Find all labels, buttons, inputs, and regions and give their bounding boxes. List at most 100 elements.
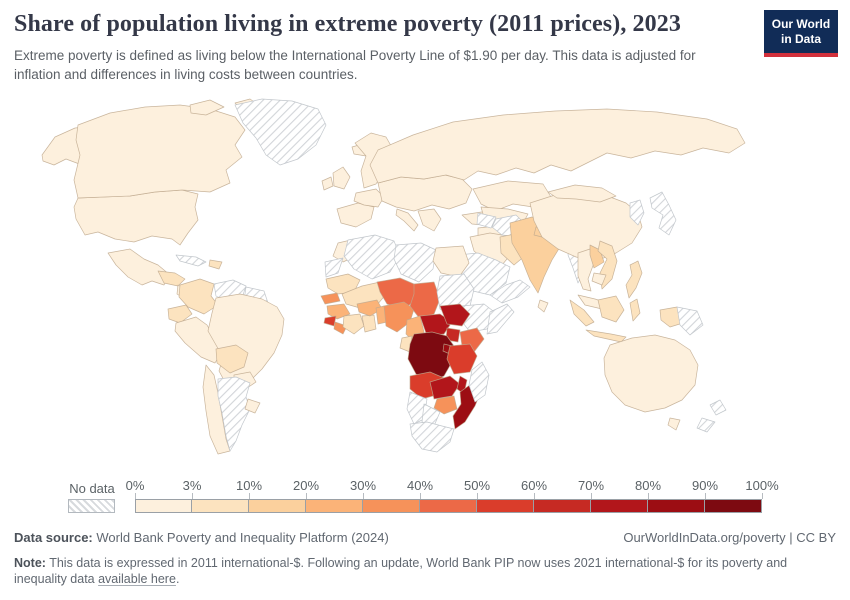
country-indonesia[interactable] xyxy=(569,299,595,327)
country-tanzania[interactable] xyxy=(446,343,478,375)
legend-tick xyxy=(363,493,364,499)
country-australia[interactable] xyxy=(667,417,681,431)
legend-bin-80-90%[interactable] xyxy=(648,499,705,513)
legend-bin-60-70%[interactable] xyxy=(534,499,591,513)
legend-tick-label: 50% xyxy=(463,478,491,493)
country-europe[interactable] xyxy=(417,208,442,232)
country-turkmenistan[interactable] xyxy=(476,212,497,229)
rights-notice[interactable]: OurWorldInData.org/poverty | CC BY xyxy=(623,530,836,545)
country-ecuador[interactable] xyxy=(167,304,193,324)
legend-tick-label: 40% xyxy=(406,478,434,493)
country-korea[interactable] xyxy=(629,199,645,226)
country-western-sahara[interactable] xyxy=(324,257,344,278)
legend-tick xyxy=(762,493,763,499)
country-somalia[interactable] xyxy=(486,303,515,335)
country-mexico[interactable] xyxy=(107,248,171,286)
country-indonesia[interactable] xyxy=(659,306,684,328)
country-indonesia[interactable] xyxy=(585,329,627,343)
legend-tick xyxy=(477,493,478,499)
country-guinea[interactable] xyxy=(326,303,351,320)
country-russia[interactable] xyxy=(369,108,746,184)
owid-logo-line1: Our World xyxy=(771,17,831,31)
country-chad[interactable] xyxy=(409,281,441,320)
country-hispaniola[interactable] xyxy=(208,259,223,270)
country-yemen-oman[interactable] xyxy=(489,279,531,304)
country-burkina-faso[interactable] xyxy=(356,299,383,317)
country-europe[interactable] xyxy=(336,202,375,228)
note-label: Note: xyxy=(14,555,46,570)
legend-bin-0-3%[interactable] xyxy=(135,499,192,513)
country-new-zealand[interactable] xyxy=(696,417,716,433)
country-europe[interactable] xyxy=(332,166,351,190)
chart-title: Share of population living in extreme po… xyxy=(14,11,681,37)
country-canada[interactable] xyxy=(73,104,246,199)
chart-header: Share of population living in extreme po… xyxy=(14,10,754,85)
country-ghana[interactable] xyxy=(361,314,377,333)
legend-tick-label: 0% xyxy=(125,478,145,493)
legend-bin-90-100%[interactable] xyxy=(705,499,762,513)
country-algeria[interactable] xyxy=(343,234,401,280)
country-sierra-leone[interactable] xyxy=(323,315,337,327)
country-indonesia[interactable] xyxy=(629,298,641,322)
country-senegal[interactable] xyxy=(320,292,341,305)
country-cote-divoire[interactable] xyxy=(342,313,365,335)
data-source-label: Data source: xyxy=(14,530,93,545)
world-map xyxy=(30,95,820,472)
country-zambia[interactable] xyxy=(429,375,461,400)
legend-no-data-swatch[interactable] xyxy=(68,499,115,513)
chart-subtitle: Extreme poverty is defined as living bel… xyxy=(14,47,696,83)
legend-tick xyxy=(135,493,136,499)
legend-tick-label: 10% xyxy=(235,478,263,493)
country-libya[interactable] xyxy=(393,242,437,283)
country-greenland[interactable] xyxy=(234,98,327,166)
country-europe[interactable] xyxy=(321,176,334,191)
country-europe[interactable] xyxy=(353,188,385,208)
country-europe[interactable] xyxy=(395,208,419,232)
legend-tick-label: 100% xyxy=(745,478,779,493)
note-link[interactable]: available here xyxy=(98,572,176,587)
legend-tick-label: 20% xyxy=(292,478,320,493)
country-philippines[interactable] xyxy=(625,260,643,299)
chart-footer: Data source: World Bank Poverty and Ineq… xyxy=(14,529,836,588)
country-south-sudan[interactable] xyxy=(439,303,471,327)
country-cambodia[interactable] xyxy=(591,272,607,286)
legend-tick xyxy=(249,493,250,499)
country-guatemala-honduras[interactable] xyxy=(157,270,186,287)
country-sri-lanka[interactable] xyxy=(537,299,549,313)
legend-bin-10-20%[interactable] xyxy=(249,499,306,513)
country-south-africa[interactable] xyxy=(409,421,455,453)
country-namibia[interactable] xyxy=(406,391,428,425)
legend-tick xyxy=(192,493,193,499)
country-uruguay[interactable] xyxy=(244,398,261,414)
legend-no-data-label: No data xyxy=(69,481,115,496)
legend-tick-label: 90% xyxy=(691,478,719,493)
country-mongolia[interactable] xyxy=(547,184,617,203)
country-cuba[interactable] xyxy=(175,254,207,267)
country-bolivia[interactable] xyxy=(215,344,249,374)
data-source-text: World Bank Poverty and Inequality Platfo… xyxy=(92,530,389,545)
country-new-zealand[interactable] xyxy=(709,399,727,416)
country-democratic-republic-of-congo[interactable] xyxy=(407,331,455,383)
legend-bin-3-10%[interactable] xyxy=(192,499,249,513)
legend-tick-label: 3% xyxy=(182,478,202,493)
legend-bin-30-40%[interactable] xyxy=(363,499,420,513)
country-europe[interactable] xyxy=(377,174,473,212)
data-source-line: Data source: World Bank Poverty and Ineq… xyxy=(14,529,389,547)
country-united-states[interactable] xyxy=(73,189,199,246)
country-indonesia[interactable] xyxy=(597,295,625,323)
legend-bin-70-80%[interactable] xyxy=(591,499,648,513)
legend-bin-20-30%[interactable] xyxy=(306,499,363,513)
note-text-end: . xyxy=(175,572,180,587)
country-madagascar[interactable] xyxy=(468,361,490,403)
country-australia[interactable] xyxy=(603,334,699,413)
legend-tick xyxy=(420,493,421,499)
legend-bin-50-60%[interactable] xyxy=(477,499,534,513)
country-zimbabwe[interactable] xyxy=(433,395,458,415)
country-japan[interactable] xyxy=(649,191,677,236)
owid-logo[interactable]: Our World in Data xyxy=(764,10,838,57)
country-papua-new-guinea[interactable] xyxy=(676,306,704,336)
country-canada[interactable] xyxy=(189,99,225,116)
country-argentina[interactable] xyxy=(217,376,251,452)
legend-bin-40-50%[interactable] xyxy=(420,499,477,513)
legend-tick xyxy=(534,493,535,499)
